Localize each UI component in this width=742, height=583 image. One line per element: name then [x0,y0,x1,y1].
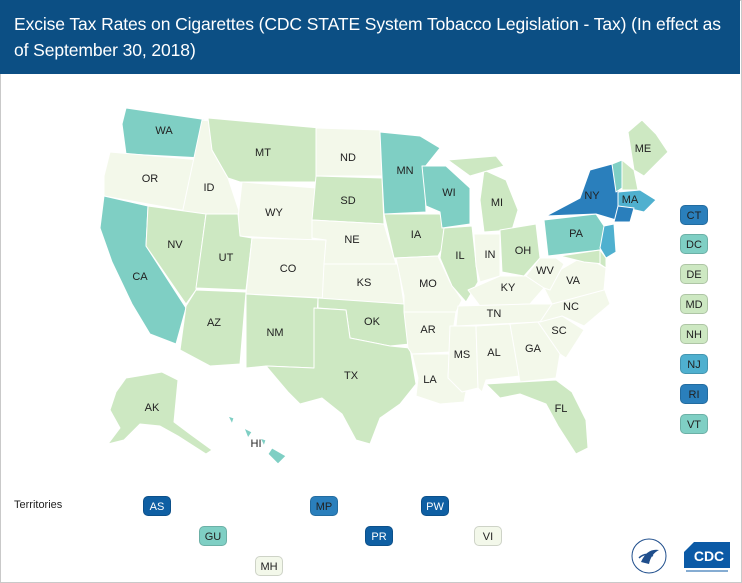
state-NY[interactable] [545,163,621,221]
label-UT: UT [219,252,234,264]
label-MN: MN [396,165,413,177]
label-NV: NV [167,239,183,251]
state-CT[interactable] [613,205,635,223]
label-VA: VA [566,275,581,287]
state-AR[interactable] [403,311,457,355]
label-NC: NC [563,301,579,313]
label-CO: CO [280,263,297,275]
small-state-DE[interactable]: DE [680,264,708,284]
label-WY: WY [265,207,283,219]
state-IL[interactable] [439,225,479,303]
state-NV[interactable] [145,205,207,305]
state-NJ[interactable] [599,223,617,259]
label-ME: ME [635,143,652,155]
label-IL: IL [455,250,464,262]
label-LA: LA [423,374,437,386]
label-WI: WI [442,187,455,199]
us-map: WA OR CA ID NV MT WY UT AZ CO NM ND SD N… [99,107,669,465]
state-AK[interactable] [107,371,213,455]
label-SC: SC [551,325,566,337]
label-SD: SD [340,195,355,207]
small-state-VT[interactable]: VT [680,414,708,434]
title-bar: Excise Tax Rates on Cigarettes (CDC STAT… [0,0,740,74]
territory-AS[interactable]: AS [143,496,171,516]
label-AL: AL [487,347,500,359]
small-state-NH[interactable]: NH [680,324,708,344]
label-MI: MI [491,197,503,209]
label-IN: IN [485,249,496,261]
hhs-logo [631,538,667,574]
state-WI[interactable] [421,165,471,229]
state-WV[interactable] [525,257,565,291]
small-state-MD[interactable]: MD [680,294,708,314]
label-WV: WV [536,265,554,277]
label-OK: OK [364,316,381,328]
small-state-NJ[interactable]: NJ [680,354,708,374]
label-PA: PA [569,228,584,240]
label-KS: KS [357,277,372,289]
label-ID: ID [204,182,215,194]
state-MA[interactable] [617,189,657,213]
territory-MH[interactable]: MH [255,556,283,576]
label-AR: AR [420,324,435,336]
state-IN[interactable] [473,233,501,283]
small-state-DC[interactable]: DC [680,234,708,254]
territory-PW[interactable]: PW [421,496,449,516]
label-MA: MA [622,194,639,206]
label-TN: TN [487,308,502,320]
label-WA: WA [155,125,173,137]
state-TX[interactable] [265,307,417,445]
territories-label: Territories [14,499,63,511]
label-HI: HI [251,438,262,450]
state-GA[interactable] [509,321,561,383]
state-MI-upper[interactable] [447,155,505,177]
territory-VI[interactable]: VI [474,526,502,546]
territory-PR[interactable]: PR [365,526,393,546]
map-title: Excise Tax Rates on Cigarettes (CDC STAT… [14,14,721,60]
state-OH[interactable] [499,223,541,277]
label-IA: IA [411,229,422,241]
state-OR[interactable] [103,151,201,213]
territory-GU[interactable]: GU [199,526,227,546]
label-MS: MS [454,349,471,361]
label-NM: NM [266,327,283,339]
territory-MP[interactable]: MP [310,496,338,516]
cdc-logo-text: CDC [694,548,724,564]
label-OH: OH [515,245,532,257]
label-TX: TX [344,370,359,382]
label-MT: MT [255,147,271,159]
state-FL[interactable] [485,379,589,455]
label-FL: FL [555,403,568,415]
label-AK: AK [145,402,160,414]
label-AZ: AZ [207,317,221,329]
state-DE[interactable] [599,249,607,269]
label-MO: MO [419,278,437,290]
label-CA: CA [132,271,148,283]
cdc-logo: CDC [684,542,730,572]
state-WA[interactable] [121,107,209,159]
label-NY: NY [584,190,600,202]
label-GA: GA [525,343,542,355]
label-KY: KY [501,282,516,294]
label-OR: OR [142,173,159,185]
small-state-RI[interactable]: RI [680,384,708,404]
state-MS[interactable] [447,325,479,393]
label-NE: NE [344,234,359,246]
small-state-CT[interactable]: CT [680,205,708,225]
state-HI[interactable] [227,415,287,465]
label-ND: ND [340,152,356,164]
